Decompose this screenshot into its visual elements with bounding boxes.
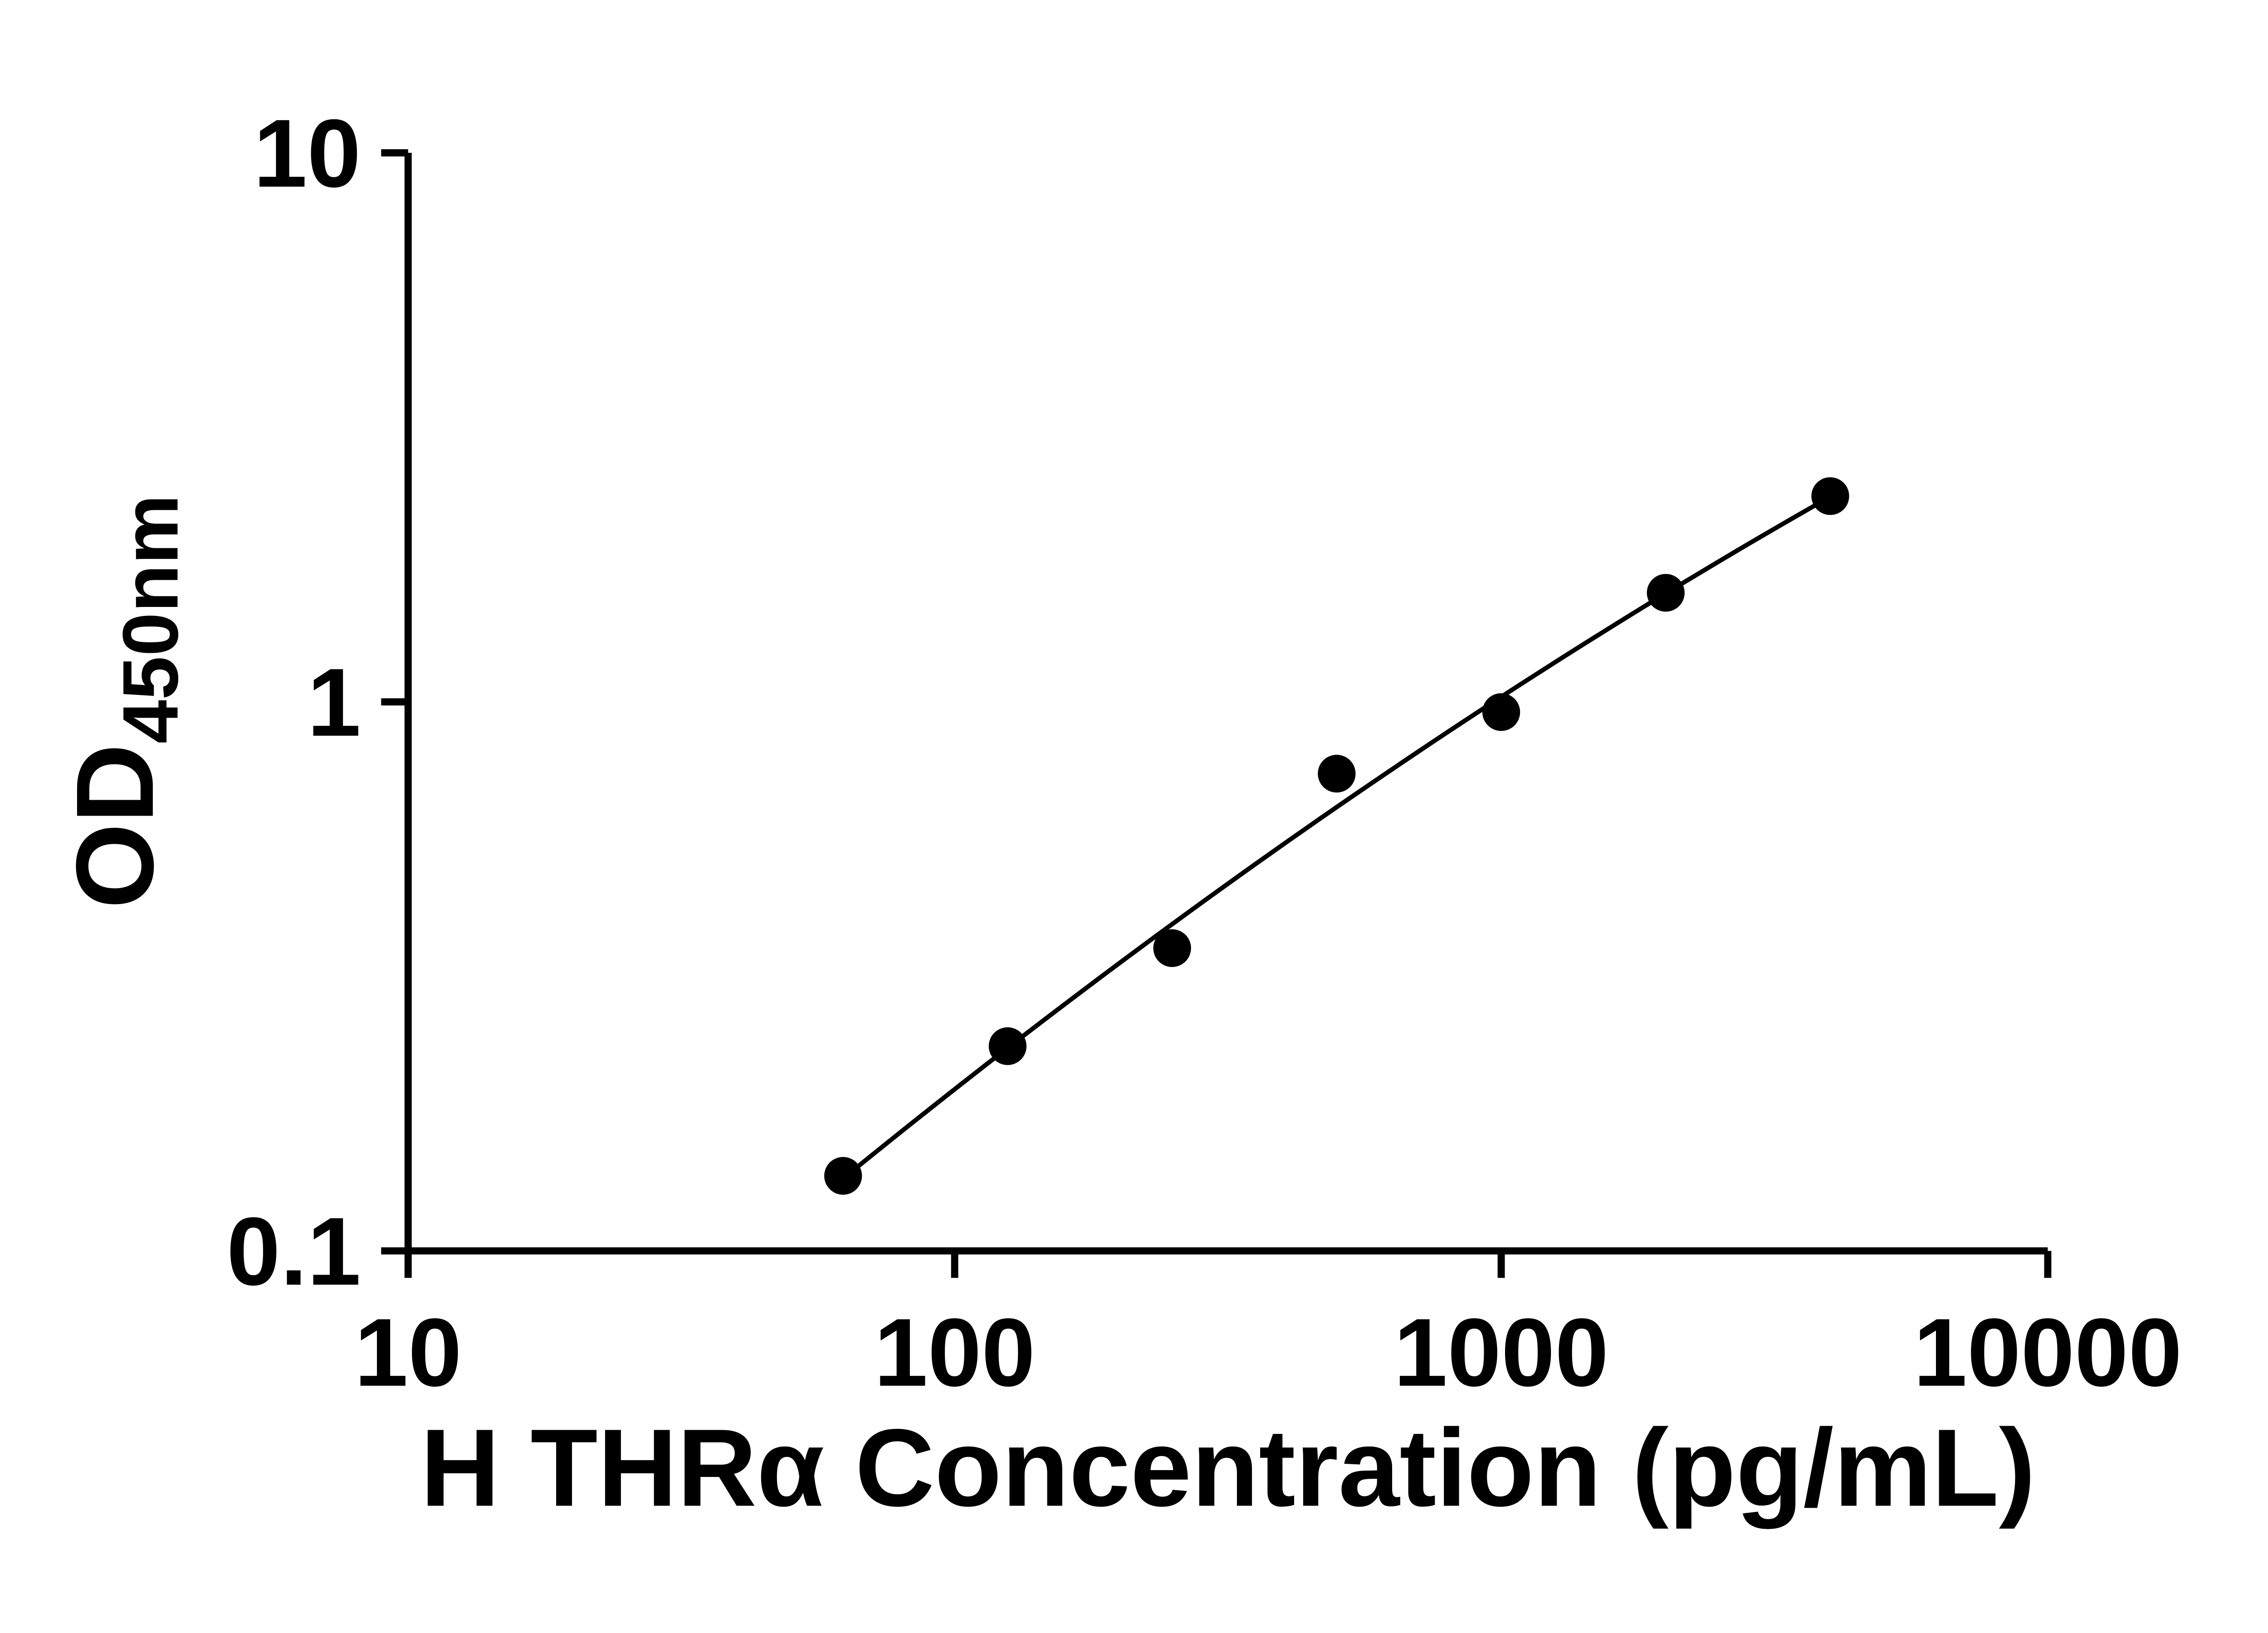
x-axis-title: H THRα Concentration (pg/mL) [420,1406,2036,1529]
data-series [824,477,1849,1195]
y-axis-title-main: OD [54,743,176,909]
y-axis-title: OD450nm [54,494,194,909]
data-point [824,1157,862,1195]
x-axis-ticks: 10 100 1000 10000 [354,1251,2182,1407]
data-point [1318,754,1356,793]
y-tick-label: 10 [254,99,361,207]
x-tick-label: 10000 [1913,1299,2182,1407]
axis-spines [404,152,2048,1255]
y-axis-title-sub: 450nm [106,494,194,743]
data-point [988,1027,1027,1065]
y-tick-label: 1 [307,649,361,757]
y-tick-label: 0.1 [227,1198,361,1305]
data-point [1153,929,1191,967]
x-tick-label: 100 [874,1299,1035,1407]
data-point [1647,574,1685,612]
data-point [1482,693,1520,731]
x-tick-label: 1000 [1394,1299,1609,1407]
x-tick-label: 10 [354,1299,462,1407]
y-axis-ticks: 0.1 1 10 [227,99,408,1305]
data-point [1811,477,1849,515]
